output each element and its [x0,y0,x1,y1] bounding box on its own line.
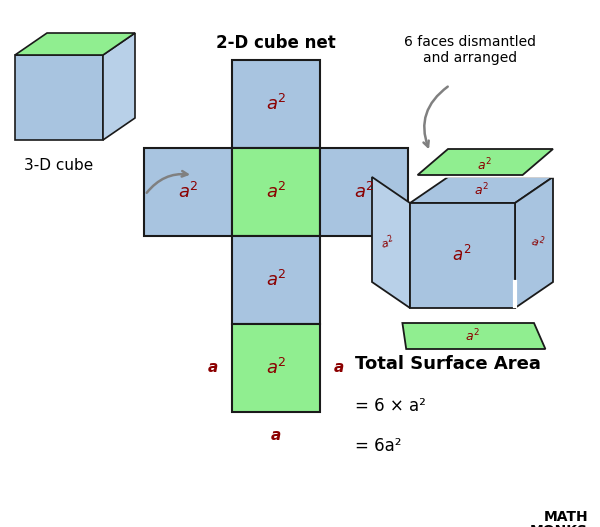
Text: $a^2$: $a^2$ [478,157,492,173]
Text: a: a [208,360,218,376]
Polygon shape [15,33,135,55]
Polygon shape [410,203,515,308]
Text: $a^2$: $a^2$ [354,182,374,202]
Polygon shape [515,177,553,308]
Text: $a^2$: $a^2$ [266,270,286,290]
Polygon shape [403,323,545,349]
Bar [232,324,320,412]
Text: $a^2$: $a^2$ [529,232,547,252]
Text: $a^2$: $a^2$ [266,94,286,114]
Text: Total Surface Area: Total Surface Area [355,355,541,373]
Polygon shape [372,177,410,308]
Text: $a^2$: $a^2$ [379,232,396,252]
Text: 6 faces dismantled
and arranged: 6 faces dismantled and arranged [404,35,536,65]
Text: MONKS: MONKS [530,524,588,527]
Bar [320,148,408,236]
Bar [232,60,320,148]
Text: $a^2$: $a^2$ [266,182,286,202]
Polygon shape [103,33,135,140]
Text: a: a [271,428,281,443]
Text: a: a [334,360,344,376]
Text: $a^2$: $a^2$ [452,245,472,265]
Bar [232,148,320,236]
Text: $a^2$: $a^2$ [178,182,198,202]
Text: $a^2$: $a^2$ [464,328,479,344]
Text: $a^2$: $a^2$ [266,358,286,378]
Text: 2-D cube net: 2-D cube net [216,34,336,52]
Text: $a^2$: $a^2$ [473,182,488,198]
Text: = 6 × a²: = 6 × a² [355,397,426,415]
Polygon shape [418,149,553,175]
Text: = 6a²: = 6a² [355,437,401,455]
Text: 3-D cube: 3-D cube [25,158,94,173]
Polygon shape [15,55,103,140]
Bar [232,236,320,324]
Polygon shape [410,177,553,203]
Bar [144,148,232,236]
Text: MATH: MATH [544,510,588,524]
